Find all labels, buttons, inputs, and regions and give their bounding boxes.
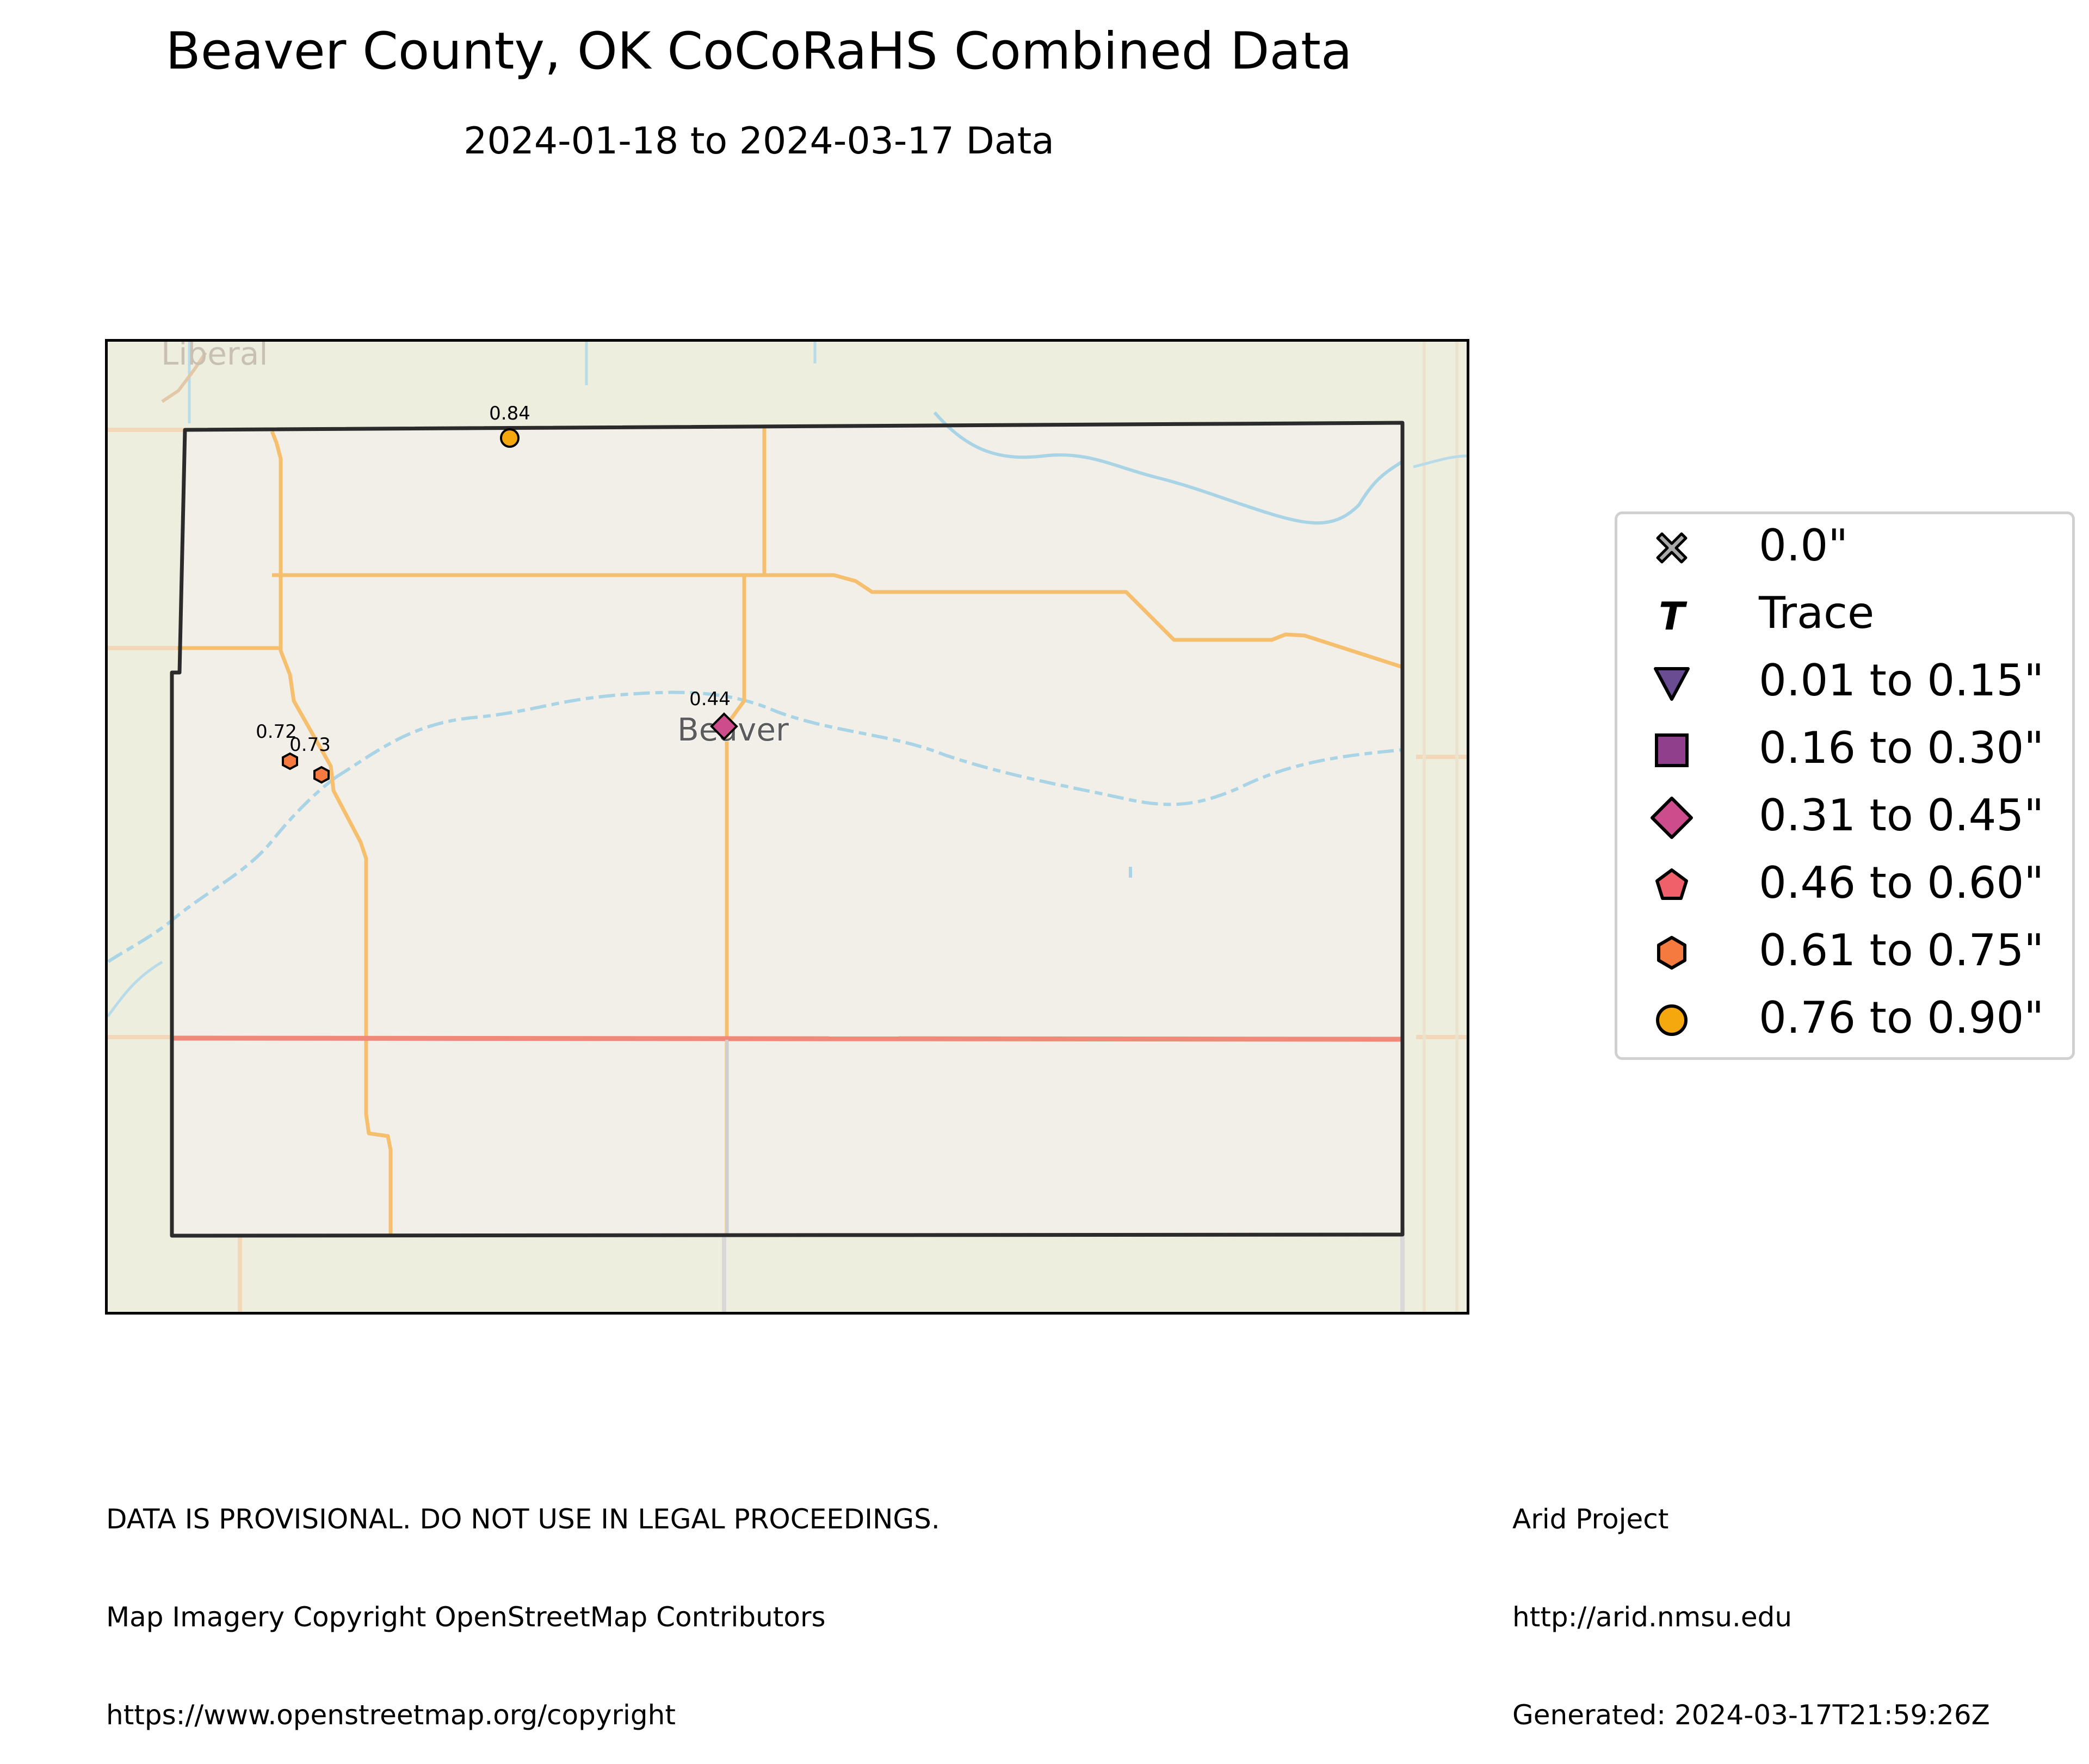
- hexagon-icon: [282, 752, 298, 770]
- station-value-label: 0.44: [689, 688, 731, 710]
- map-canvas: Liberal Beaver 0.84 0.44 0.72 0.73: [108, 342, 1467, 1312]
- county-roads: [177, 427, 1404, 1234]
- pentagon-icon: [1655, 868, 1688, 900]
- diamond-icon: [1651, 797, 1693, 839]
- place-label-beaver: Beaver: [677, 711, 789, 748]
- legend-label: Trace: [1759, 588, 1875, 638]
- legend-item-zero: 0.0": [1617, 514, 2072, 582]
- hexagon-icon: [313, 766, 330, 784]
- hexagon-icon: [1657, 936, 1686, 970]
- svg-text:T: T: [1659, 594, 1688, 637]
- county-boundary: [170, 421, 1405, 1238]
- major-road: [171, 1035, 1403, 1042]
- station-value-label: 0.72: [256, 721, 297, 743]
- diamond-icon: [710, 712, 738, 741]
- place-label-liberal: Liberal: [161, 342, 268, 372]
- station-value-label: 0.84: [489, 403, 530, 424]
- legend-label: 0.0": [1759, 520, 1849, 571]
- legend-label: 0.01 to 0.15": [1759, 655, 2044, 706]
- circle-icon: [1656, 1004, 1688, 1036]
- x-icon: [1656, 532, 1688, 564]
- legend-label: 0.46 to 0.60": [1759, 858, 2044, 908]
- station-value-label: 0.73: [289, 734, 331, 756]
- station-west-b[interactable]: 0.73: [289, 734, 331, 784]
- legend-item-0-46: 0.46 to 0.60": [1617, 852, 2072, 919]
- legend-item-0-76: 0.76 to 0.90": [1617, 986, 2072, 1054]
- page-subtitle: 2024-01-18 to 2024-03-17 Data: [463, 120, 1054, 163]
- legend-item-0-61: 0.61 to 0.75": [1617, 919, 2072, 986]
- legend-item-0-16: 0.16 to 0.30": [1617, 717, 2072, 784]
- footer-imagery-credit: Map Imagery Copyright OpenStreetMap Cont…: [106, 1601, 826, 1633]
- outside-roads: [108, 342, 1467, 1312]
- legend-item-0-01: 0.01 to 0.15": [1617, 649, 2072, 717]
- station-beaver[interactable]: 0.44: [689, 688, 738, 741]
- outside-rivers: [108, 342, 1467, 1017]
- trace-t-icon: T: [1659, 594, 1688, 637]
- legend-label: 0.76 to 0.90": [1759, 992, 2044, 1043]
- footer-project-name: Arid Project: [1512, 1503, 1669, 1535]
- footer-copyright-link[interactable]: https://www.openstreetmap.org/copyright: [106, 1699, 676, 1731]
- legend-label: 0.31 to 0.45": [1759, 790, 2044, 841]
- legend: 0.0" T Trace 0.01 to 0.15" 0.16 to 0.30"…: [1615, 511, 2075, 1060]
- legend-label: 0.61 to 0.75": [1759, 925, 2044, 976]
- legend-label: 0.16 to 0.30": [1759, 723, 2044, 773]
- square-icon: [1655, 733, 1689, 767]
- page-title: Beaver County, OK CoCoRaHS Combined Data: [165, 22, 1352, 81]
- circle-icon: [500, 428, 520, 448]
- footer-disclaimer: DATA IS PROVISIONAL. DO NOT USE IN LEGAL…: [106, 1503, 940, 1535]
- map-panel[interactable]: Liberal Beaver 0.84 0.44 0.72 0.73: [105, 339, 1469, 1315]
- rivers: [108, 411, 1404, 964]
- county-polygon: [172, 423, 1402, 1236]
- footer-left: DATA IS PROVISIONAL. DO NOT USE IN LEGAL…: [106, 1438, 940, 1764]
- station-north[interactable]: 0.84: [489, 403, 530, 448]
- footer-generated-time: Generated: 2024-03-17T21:59:26Z: [1512, 1699, 1990, 1731]
- liberal-road: [161, 351, 207, 403]
- station-west-a[interactable]: 0.72: [256, 721, 298, 770]
- legend-item-0-31: 0.31 to 0.45": [1617, 784, 2072, 852]
- footer-project-link[interactable]: http://arid.nmsu.edu: [1512, 1601, 1793, 1633]
- legend-item-trace: T Trace: [1617, 582, 2072, 649]
- triangle-down-icon: [1654, 667, 1690, 701]
- footer-right: Arid Project http://arid.nmsu.edu Genera…: [1512, 1438, 1990, 1764]
